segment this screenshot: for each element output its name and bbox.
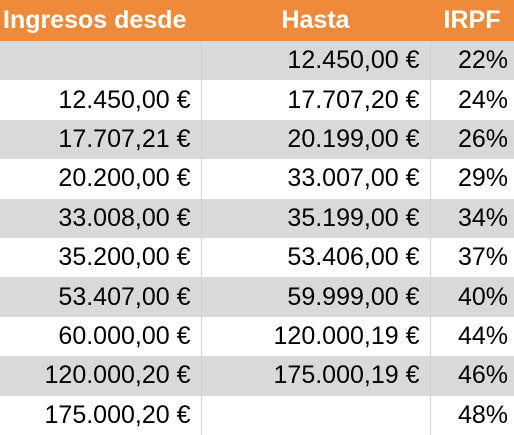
cell-income-to: 59.999,00 € xyxy=(201,277,431,317)
cell-tax-rate: 26% xyxy=(430,119,514,160)
table-row: 20.200,00 € 33.007,00 € 29% xyxy=(0,159,514,199)
cell-tax-rate: 24% xyxy=(430,80,514,120)
cell-income-from: 175.000,20 € xyxy=(0,395,202,435)
cell-income-from xyxy=(0,41,202,81)
cell-income-from: 20.200,00 € xyxy=(0,159,202,199)
cell-income-from: 33.008,00 € xyxy=(0,198,202,238)
cell-income-from: 17.707,21 € xyxy=(0,119,202,160)
table-body: 12.450,00 € 22% 12.450,00 € 17.707,20 € … xyxy=(0,41,514,435)
cell-income-to: 17.707,20 € xyxy=(201,80,431,120)
header-row: Ingresos desde Hasta IRPF xyxy=(0,0,514,41)
table-row: 12.450,00 € 17.707,20 € 24% xyxy=(0,80,514,120)
table-header: Ingresos desde Hasta IRPF xyxy=(0,0,514,41)
cell-tax-rate: 48% xyxy=(430,395,514,435)
cell-income-from: 120.000,20 € xyxy=(0,356,202,396)
table-row: 120.000,20 € 175.000,19 € 46% xyxy=(0,356,514,396)
cell-income-to: 53.406,00 € xyxy=(201,237,431,278)
cell-tax-rate: 44% xyxy=(430,316,514,357)
cell-income-from: 35.200,00 € xyxy=(0,237,202,278)
cell-tax-rate: 22% xyxy=(430,41,514,81)
header-income-from: Ingresos desde xyxy=(0,0,201,41)
cell-income-to: 12.450,00 € xyxy=(201,41,431,81)
table-row: 175.000,20 € 48% xyxy=(0,395,514,435)
table-row: 17.707,21 € 20.199,00 € 26% xyxy=(0,119,514,160)
table-row: 53.407,00 € 59.999,00 € 40% xyxy=(0,277,514,317)
cell-income-from: 12.450,00 € xyxy=(0,80,202,120)
header-tax-rate: IRPF xyxy=(430,0,514,41)
header-income-to: Hasta xyxy=(201,0,430,41)
table-row: 33.008,00 € 35.199,00 € 34% xyxy=(0,198,514,238)
table-row: 12.450,00 € 22% xyxy=(0,41,514,81)
cell-income-to xyxy=(201,395,431,435)
cell-tax-rate: 46% xyxy=(430,356,514,396)
cell-income-to: 35.199,00 € xyxy=(201,198,431,238)
cell-income-from: 60.000,00 € xyxy=(0,316,202,357)
cell-income-to: 175.000,19 € xyxy=(201,356,431,396)
cell-tax-rate: 29% xyxy=(430,159,514,199)
cell-income-to: 120.000,19 € xyxy=(201,316,431,357)
cell-tax-rate: 34% xyxy=(430,198,514,238)
table-row: 35.200,00 € 53.406,00 € 37% xyxy=(0,237,514,278)
table-row: 60.000,00 € 120.000,19 € 44% xyxy=(0,316,514,357)
cell-income-from: 53.407,00 € xyxy=(0,277,202,317)
cell-tax-rate: 37% xyxy=(430,237,514,278)
cell-income-to: 20.199,00 € xyxy=(201,119,431,160)
cell-tax-rate: 40% xyxy=(430,277,514,317)
cell-income-to: 33.007,00 € xyxy=(201,159,431,199)
